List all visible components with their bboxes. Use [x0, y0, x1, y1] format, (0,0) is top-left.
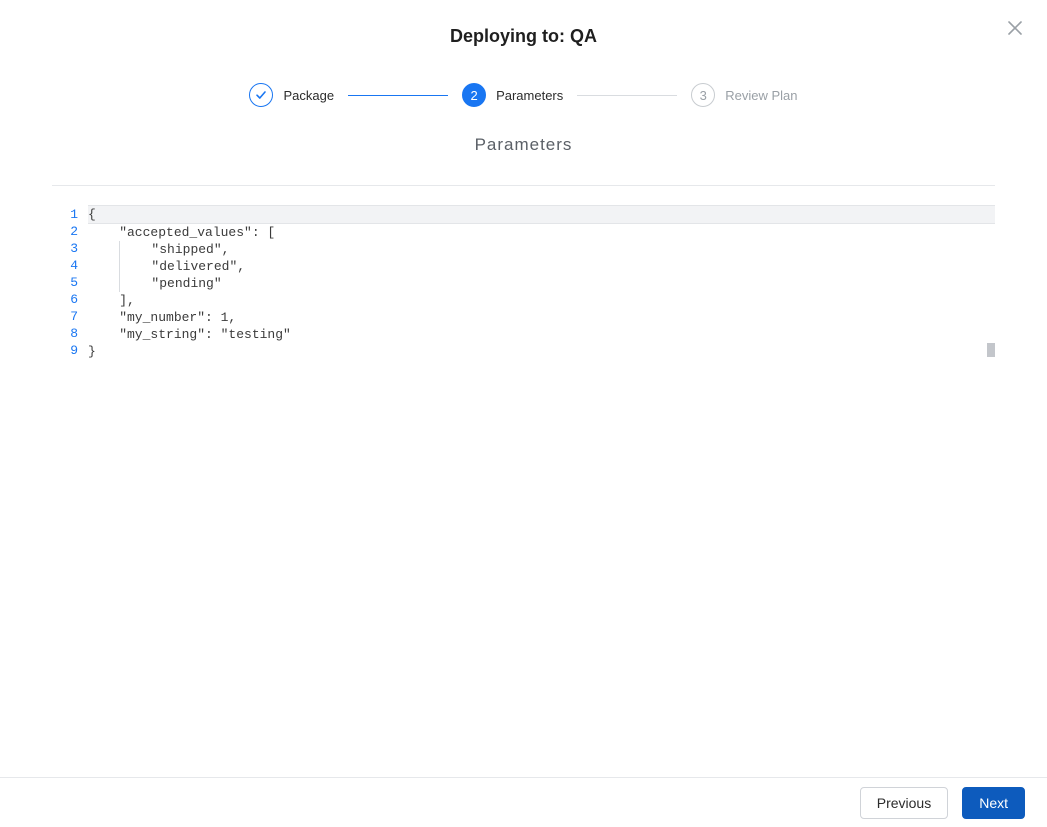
- step-number-icon: 2: [462, 83, 486, 107]
- step-number-icon: 3: [691, 83, 715, 107]
- code-line[interactable]: "shipped",: [88, 241, 995, 258]
- wizard-footer: Previous Next: [0, 777, 1047, 827]
- step-connector: [348, 95, 448, 96]
- page-title: Deploying to: QA: [0, 0, 1047, 47]
- wizard-stepper: Package 2 Parameters 3 Review Plan: [0, 83, 1047, 107]
- check-icon: [249, 83, 273, 107]
- line-number: 6: [52, 291, 78, 308]
- line-number: 7: [52, 308, 78, 325]
- step-review-plan[interactable]: 3 Review Plan: [691, 83, 797, 107]
- line-number: 2: [52, 223, 78, 240]
- line-number: 4: [52, 257, 78, 274]
- code-line[interactable]: "pending": [88, 275, 995, 292]
- line-number-gutter: 123456789: [52, 206, 88, 360]
- next-button[interactable]: Next: [962, 787, 1025, 819]
- code-line[interactable]: ],: [88, 292, 995, 309]
- code-line[interactable]: "my_string": "testing": [88, 326, 995, 343]
- step-connector: [577, 95, 677, 96]
- step-label: Review Plan: [725, 88, 797, 103]
- step-parameters[interactable]: 2 Parameters: [462, 83, 563, 107]
- section-divider: [52, 185, 995, 186]
- line-number: 9: [52, 342, 78, 359]
- previous-button[interactable]: Previous: [860, 787, 948, 819]
- code-line[interactable]: {: [88, 205, 995, 224]
- close-icon[interactable]: [1005, 18, 1025, 38]
- step-label: Package: [283, 88, 334, 103]
- code-line[interactable]: "accepted_values": [: [88, 224, 995, 241]
- code-line[interactable]: }: [88, 343, 995, 360]
- step-label: Parameters: [496, 88, 563, 103]
- section-title: Parameters: [0, 135, 1047, 155]
- code-line[interactable]: "my_number": 1,: [88, 309, 995, 326]
- line-number: 5: [52, 274, 78, 291]
- line-number: 1: [52, 206, 78, 223]
- step-package[interactable]: Package: [249, 83, 334, 107]
- line-number: 3: [52, 240, 78, 257]
- line-number: 8: [52, 325, 78, 342]
- code-content[interactable]: { "accepted_values": [ "shipped", "deliv…: [88, 206, 995, 360]
- code-line[interactable]: "delivered",: [88, 258, 995, 275]
- code-editor[interactable]: 123456789 { "accepted_values": [ "shippe…: [52, 206, 995, 626]
